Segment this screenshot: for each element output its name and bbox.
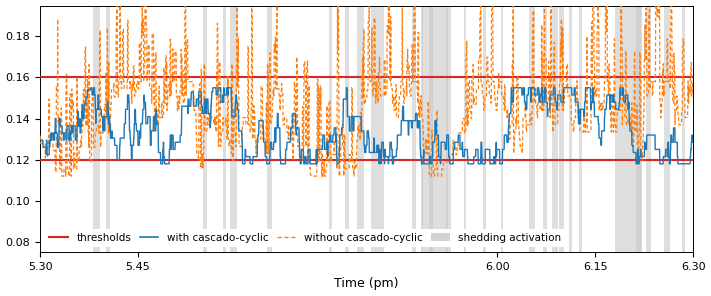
Bar: [636, 6, 642, 252]
Bar: [422, 6, 448, 252]
Bar: [646, 6, 651, 252]
with cascado-cyclic: [87, 86, 95, 89]
Bar: [579, 6, 582, 252]
Bar: [412, 6, 415, 252]
with cascado-cyclic: [689, 140, 697, 144]
Bar: [230, 6, 237, 252]
with cascado-cyclic: [36, 139, 44, 142]
Bar: [664, 6, 670, 252]
Bar: [483, 6, 486, 252]
Bar: [379, 6, 385, 252]
with cascado-cyclic: [315, 148, 324, 151]
Bar: [329, 6, 332, 252]
without cascado-cyclic: [58, 174, 66, 178]
Bar: [345, 6, 349, 252]
Bar: [421, 6, 424, 252]
Bar: [203, 6, 206, 252]
with cascado-cyclic: [156, 162, 165, 165]
Legend: thresholds, with cascado-cyclic, without cascado-cyclic, shedding activation: thresholds, with cascado-cyclic, without…: [46, 229, 565, 247]
Bar: [560, 6, 565, 252]
Bar: [429, 6, 433, 252]
without cascado-cyclic: [149, 87, 158, 91]
Bar: [105, 6, 109, 252]
without cascado-cyclic: [287, 137, 295, 141]
Bar: [464, 6, 466, 252]
Bar: [501, 6, 503, 252]
with cascado-cyclic: [110, 144, 119, 147]
with cascado-cyclic: [287, 126, 295, 130]
without cascado-cyclic: [110, 95, 119, 99]
Bar: [682, 6, 685, 252]
Bar: [223, 6, 226, 252]
Bar: [615, 6, 641, 252]
Bar: [543, 6, 547, 252]
without cascado-cyclic: [606, 109, 614, 112]
Bar: [569, 6, 572, 252]
without cascado-cyclic: [112, 4, 121, 7]
Bar: [267, 6, 272, 252]
Bar: [446, 6, 451, 252]
without cascado-cyclic: [315, 84, 324, 88]
without cascado-cyclic: [689, 80, 697, 83]
Line: without cascado-cyclic: without cascado-cyclic: [40, 6, 693, 176]
with cascado-cyclic: [676, 162, 685, 165]
with cascado-cyclic: [606, 93, 614, 97]
Bar: [528, 6, 535, 252]
X-axis label: Time (pm): Time (pm): [334, 277, 399, 290]
Bar: [358, 6, 364, 252]
Line: with cascado-cyclic: with cascado-cyclic: [40, 88, 693, 164]
with cascado-cyclic: [149, 115, 158, 118]
without cascado-cyclic: [676, 123, 685, 126]
Bar: [552, 6, 558, 252]
Bar: [93, 6, 100, 252]
Bar: [371, 6, 379, 252]
without cascado-cyclic: [36, 134, 44, 138]
